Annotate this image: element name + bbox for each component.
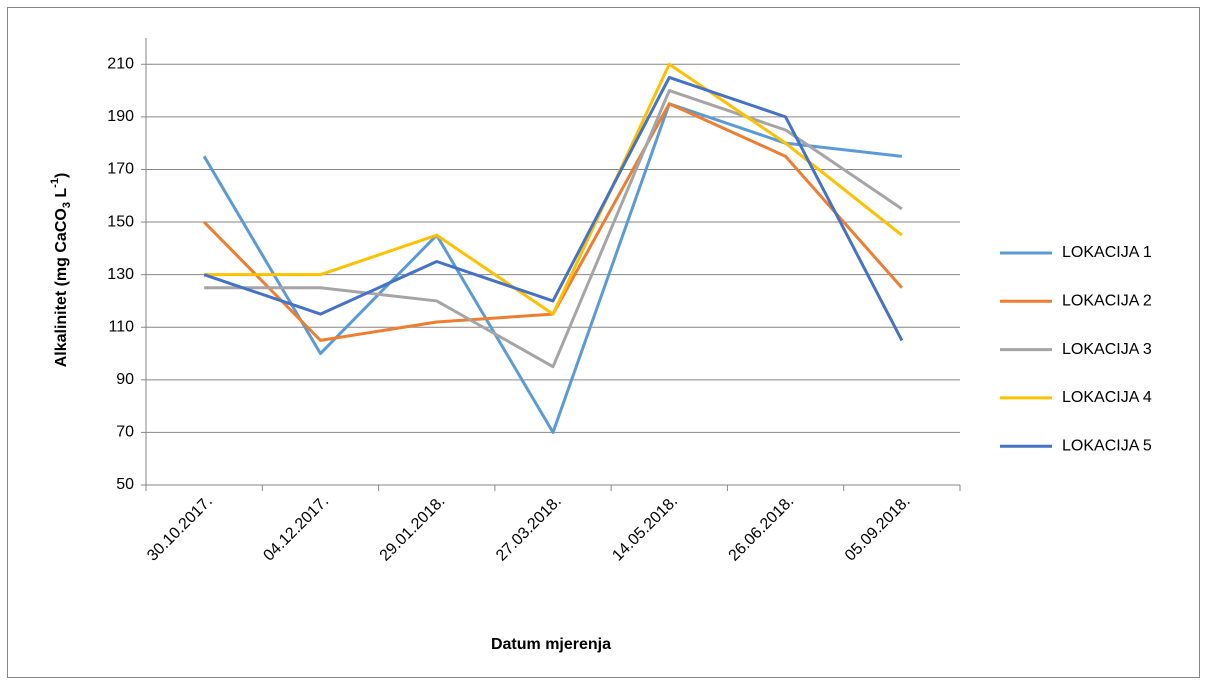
- y-tick-label: 190: [107, 108, 134, 125]
- y-tick-label: 70: [116, 424, 134, 441]
- y-axis-title: Alkalinitet (mg CaCO3 L-1): [49, 173, 73, 368]
- y-tick-label: 50: [116, 476, 134, 493]
- legend-label: LOKACIJA 1: [1062, 244, 1152, 261]
- y-tick-label: 110: [108, 318, 134, 335]
- y-tick-label: 170: [107, 161, 134, 178]
- series-line: [204, 89, 903, 369]
- y-tick-label: 90: [116, 371, 134, 388]
- legend-label: LOKACIJA 3: [1062, 341, 1152, 358]
- chart-border: [7, 7, 1200, 678]
- legend-label: LOKACIJA 4: [1062, 389, 1152, 406]
- y-tick-label: 210: [107, 56, 134, 73]
- legend-label: LOKACIJA 2: [1062, 293, 1152, 310]
- y-title-text: Alkalinitet (mg CaCO: [53, 208, 70, 367]
- y-title-end: ): [53, 173, 70, 178]
- series-line: [204, 62, 903, 316]
- y-tick-label: 150: [107, 213, 134, 230]
- legend-label: LOKACIJA 5: [1062, 437, 1152, 454]
- y-title-mid: L: [53, 188, 70, 202]
- x-axis-title: Datum mjerenja: [491, 636, 611, 653]
- y-title-sub: 3: [61, 202, 73, 208]
- y-tick-label: 130: [107, 266, 134, 283]
- series-line: [203, 75, 904, 342]
- y-title-sup: -1: [49, 178, 61, 188]
